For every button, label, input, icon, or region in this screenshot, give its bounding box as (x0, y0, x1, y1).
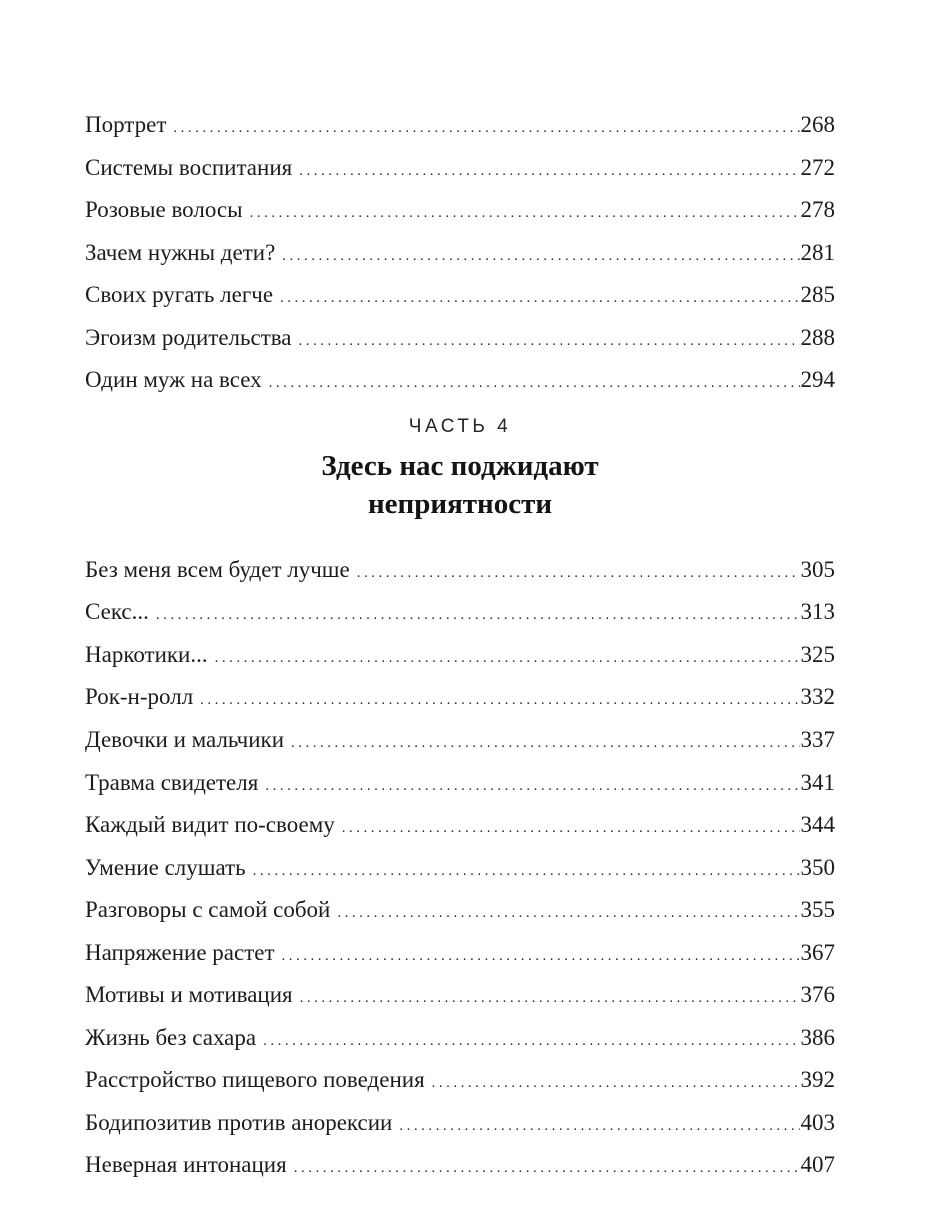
toc-entry: Рок-н-ролл 332 (85, 676, 835, 719)
dot-leader (173, 120, 799, 137)
dot-leader (265, 778, 799, 795)
toc-entry-page: 313 (800, 599, 836, 625)
toc-entry: Зачем нужны дети? 281 (85, 232, 835, 275)
toc-entry-page: 285 (800, 282, 836, 308)
dot-leader (432, 1075, 800, 1092)
toc-entry-page: 350 (800, 854, 836, 880)
toc-entry-title: Своих ругать легче (85, 282, 274, 308)
toc-entry: Эгоизм родительства 288 (85, 317, 835, 360)
toc-entry: Мотивы и мотивация 376 (85, 974, 835, 1017)
dot-leader (294, 1160, 800, 1177)
toc-entry: Напряжение растет 367 (85, 932, 835, 975)
toc-entry-page: 344 (800, 812, 836, 838)
toc-entry-page: 332 (800, 684, 836, 710)
toc-entry: Неверная интонация 407 (85, 1144, 835, 1187)
toc-entry-title: Системы воспитания (85, 154, 293, 180)
toc-list-bottom: Без меня всем будет лучше 305 Секс... 31… (85, 549, 835, 1187)
dot-leader (399, 1118, 799, 1135)
toc-entry: Разговоры с самой собой 355 (85, 889, 835, 932)
toc-entry-page: 278 (800, 197, 836, 223)
toc-entry: Каждый видит по-своему 344 (85, 804, 835, 847)
dot-leader (342, 820, 800, 837)
toc-entry-title: Один муж на всех (85, 367, 262, 393)
toc-entry: Травма свидетеля 341 (85, 762, 835, 805)
toc-entry-page: 403 (800, 1109, 836, 1135)
toc-entry: Девочки и мальчики 337 (85, 719, 835, 762)
toc-entry-title: Секс... (85, 599, 149, 625)
toc-entry-title: Умение слушать (85, 854, 246, 880)
toc-entry-title: Эгоизм родительства (85, 324, 292, 350)
toc-entry-title: Розовые волосы (85, 197, 243, 223)
dot-leader (300, 990, 800, 1007)
toc-entry-title: Напряжение растет (85, 939, 275, 965)
toc-entry-title: Зачем нужны дети? (85, 239, 276, 265)
part-title: Здесь нас поджидают неприятности (85, 447, 835, 523)
toc-entry: Наркотики... 325 (85, 634, 835, 677)
dot-leader (263, 1033, 799, 1050)
part-title-line-2: неприятности (367, 487, 553, 520)
toc-entry-page: 272 (800, 154, 836, 180)
part-heading: ЧАСТЬ 4 Здесь нас поджидают неприятности (85, 414, 835, 523)
toc-entry-page: 386 (800, 1024, 836, 1050)
toc-entry-page: 337 (800, 727, 836, 753)
dot-leader (337, 905, 799, 922)
toc-entry-title: Рок-н-ролл (85, 684, 194, 710)
toc-list-top: Портрет 268 Системы воспитания 272 Розов… (85, 104, 835, 402)
toc-entry: Жизнь без сахара 386 (85, 1017, 835, 1060)
toc-entry-page: 294 (800, 367, 836, 393)
toc-entry: Без меня всем будет лучше 305 (85, 549, 835, 592)
toc-entry-title: Мотивы и мотивация (85, 982, 293, 1008)
dot-leader (269, 375, 800, 392)
toc-entry-title: Портрет (85, 112, 167, 137)
dot-leader (282, 248, 799, 265)
toc-entry-title: Жизнь без сахара (85, 1024, 257, 1050)
dot-leader (282, 948, 800, 965)
dot-leader (280, 290, 799, 307)
dot-leader (156, 607, 800, 624)
toc-entry: Один муж на всех 294 (85, 359, 835, 402)
toc-entry-title: Разговоры с самой собой (85, 897, 331, 923)
toc-entry: Расстройство пищевого поведения 392 (85, 1059, 835, 1102)
dot-leader (357, 565, 800, 582)
toc-entry: Бодипозитив против анорексии 403 (85, 1102, 835, 1145)
dot-leader (215, 650, 800, 667)
toc-entry-title: Каждый видит по-своему (85, 812, 335, 838)
toc-entry: Портрет 268 (85, 104, 835, 147)
toc-entry: Умение слушать 350 (85, 847, 835, 890)
toc-entry-page: 392 (800, 1067, 836, 1093)
toc-entry-title: Наркотики... (85, 641, 208, 667)
toc-entry-title: Травма свидетеля (85, 769, 259, 795)
toc-entry: Розовые волосы 278 (85, 189, 835, 232)
toc-entry-page: 367 (800, 939, 836, 965)
toc-entry-page: 325 (800, 641, 836, 667)
dot-leader (250, 205, 800, 222)
toc-entry-title: Бодипозитив против анорексии (85, 1109, 393, 1135)
toc-entry-title: Неверная интонация (85, 1152, 287, 1178)
dot-leader (299, 163, 799, 180)
dot-leader (253, 863, 800, 880)
toc-entry-page: 305 (800, 556, 836, 582)
toc-entry-title: Расстройство пищевого поведения (85, 1067, 425, 1093)
toc-entry-title: Без меня всем будет лучше (85, 556, 350, 582)
dot-leader (299, 333, 800, 350)
toc-entry-page: 376 (800, 982, 836, 1008)
toc-entry-title: Девочки и мальчики (85, 727, 285, 753)
part-title-line-1: Здесь нас поджидают (321, 449, 599, 482)
toc-entry-page: 281 (800, 239, 836, 265)
dot-leader (200, 692, 799, 709)
toc-entry: Секс... 313 (85, 591, 835, 634)
toc-entry-page: 288 (800, 324, 836, 350)
dot-leader (291, 735, 799, 752)
toc-entry-page: 407 (800, 1152, 836, 1178)
toc-entry-page: 355 (800, 897, 836, 923)
part-kicker: ЧАСТЬ 4 (408, 415, 512, 437)
toc-entry: Системы воспитания 272 (85, 147, 835, 190)
toc-entry: Своих ругать легче 285 (85, 274, 835, 317)
toc-entry-page: 341 (800, 769, 836, 795)
toc-entry-page: 268 (800, 112, 836, 137)
